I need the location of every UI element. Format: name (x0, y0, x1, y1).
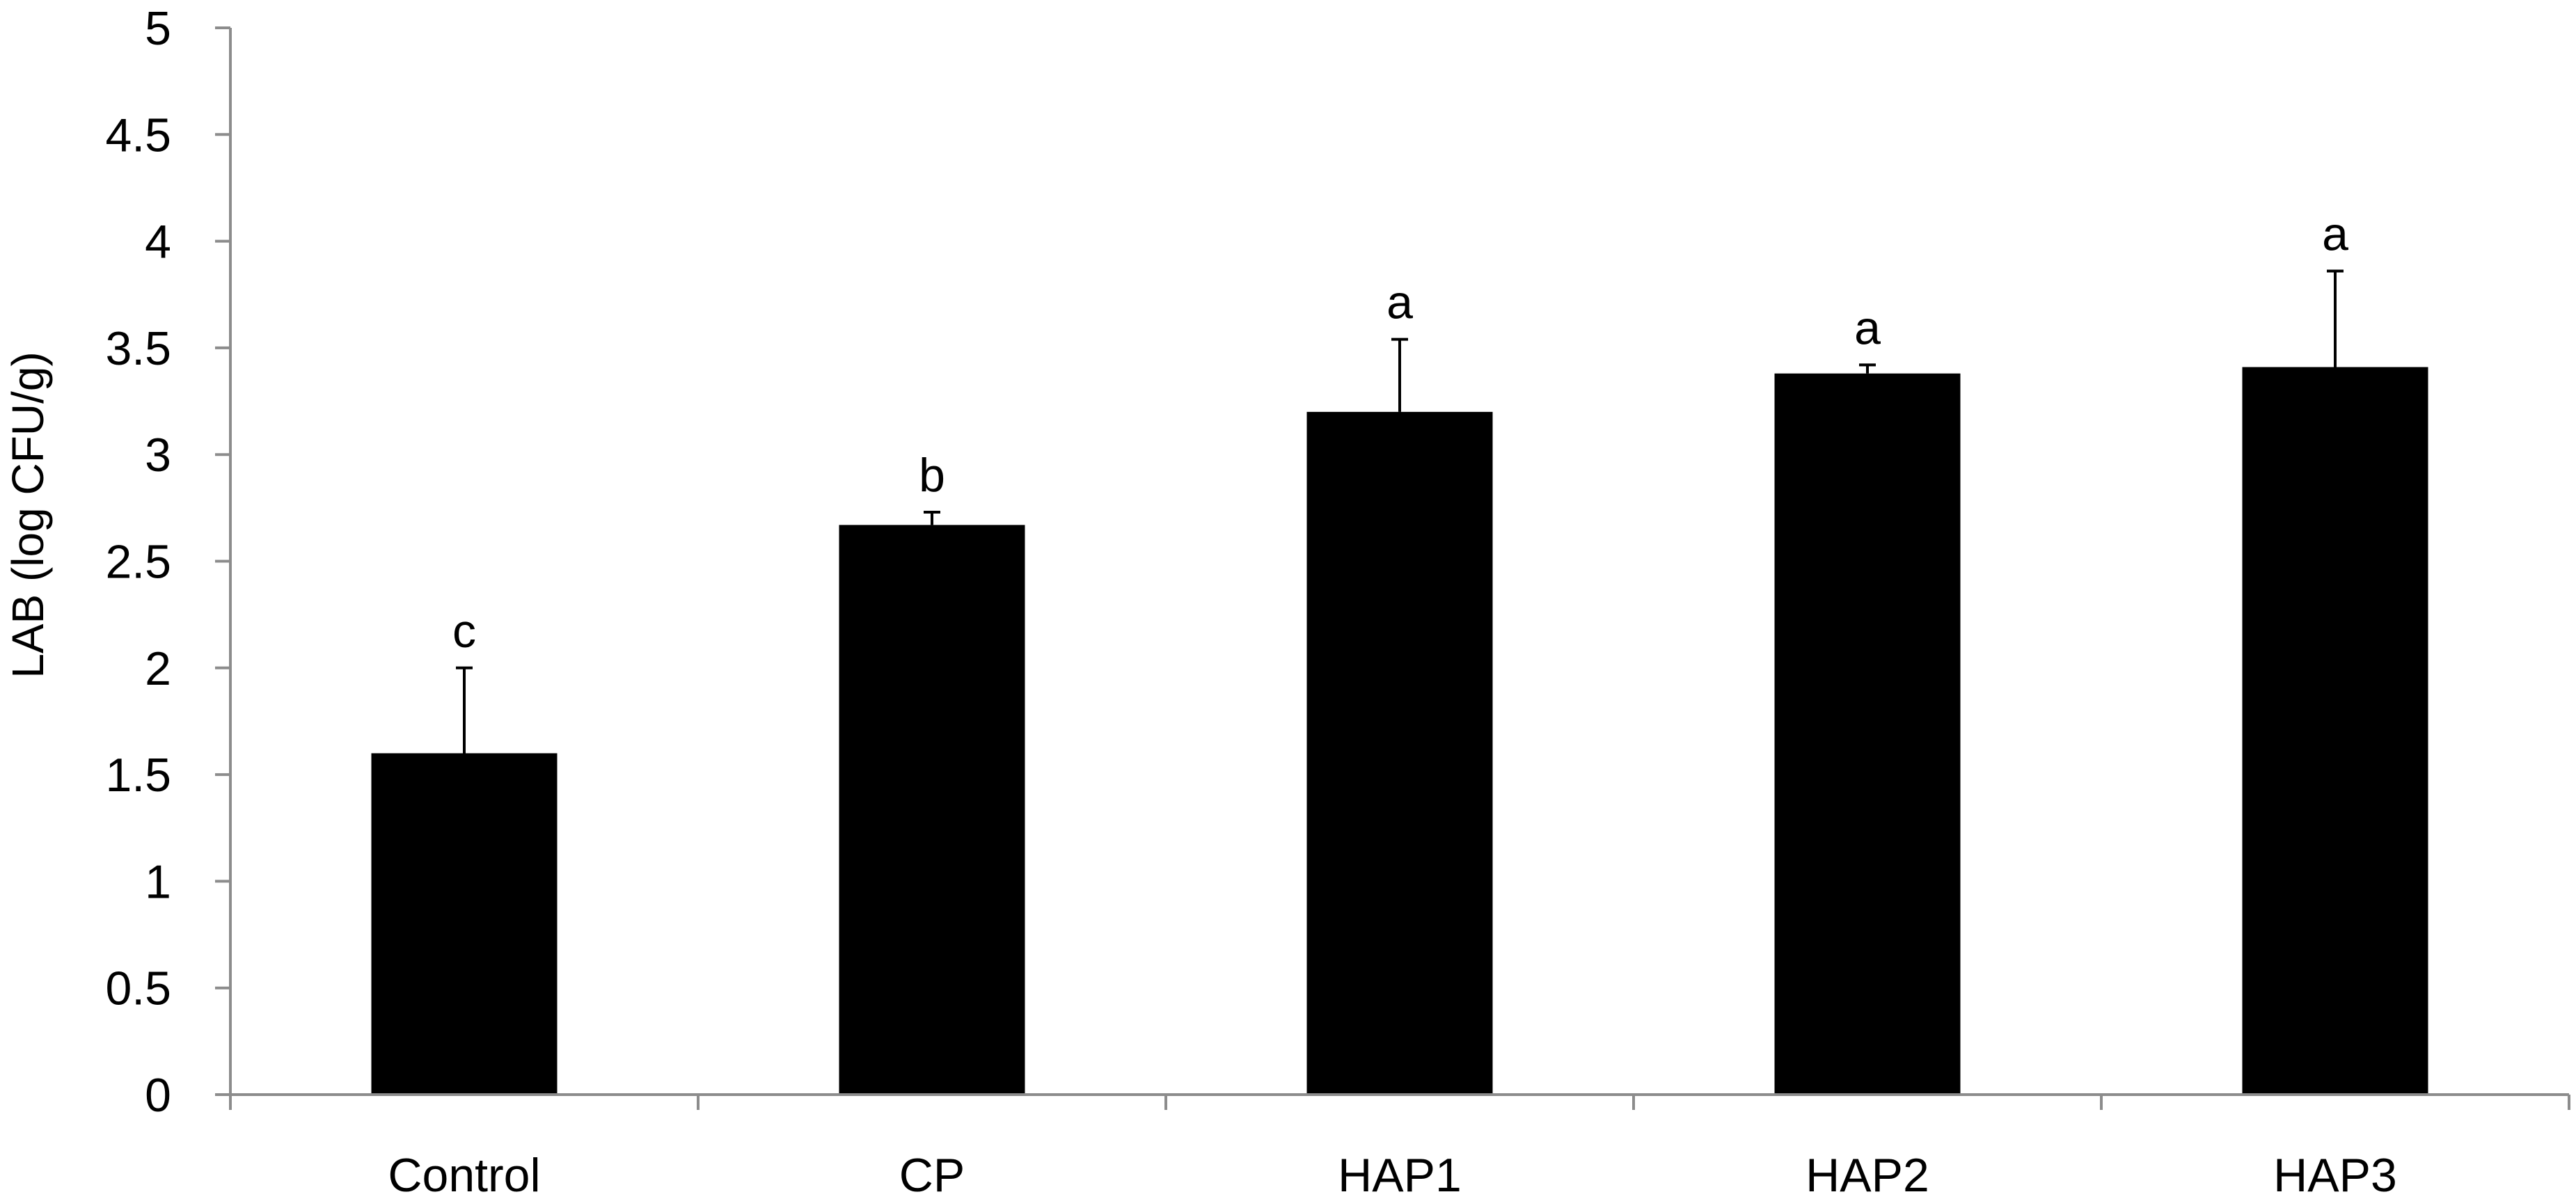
x-tick-label: HAP1 (1338, 1149, 1462, 1199)
x-tick-label: CP (899, 1149, 965, 1199)
significance-letter: b (919, 449, 945, 502)
y-tick-label: 3.5 (105, 322, 171, 375)
y-tick-label: 3 (145, 429, 171, 482)
y-tick-label: 1.5 (105, 749, 171, 802)
y-tick-label: 0 (145, 1069, 171, 1122)
axes-layer (215, 26, 2570, 1110)
bar (1774, 373, 1961, 1095)
y-tick-label: 2.5 (105, 536, 171, 589)
error-bars-layer (456, 269, 2344, 754)
y-tick-label: 5 (145, 2, 171, 55)
bars-layer (371, 367, 2428, 1095)
significance-letter: c (452, 605, 476, 658)
significance-letter: a (2322, 208, 2348, 261)
bar (2242, 367, 2428, 1095)
significance-letter: a (1854, 301, 1881, 354)
significance-letter: a (1386, 276, 1413, 329)
y-tick-label: 2 (145, 642, 171, 695)
x-tick-label: HAP2 (1805, 1149, 1929, 1199)
x-tick-label: HAP3 (2273, 1149, 2397, 1199)
bar (371, 753, 558, 1095)
y-tick-label: 0.5 (105, 962, 171, 1015)
y-tick-label: 4 (145, 216, 171, 269)
x-tick-label: Control (388, 1149, 540, 1199)
y-axis-title: LAB (log CFU/g) (3, 351, 53, 678)
bar (839, 525, 1025, 1095)
labels-layer: c Control b CP a HAP1 a HAP2 a HAP3 0 0.5 1 1.5 2 2.5 3 3… (105, 2, 2396, 1199)
bar (1306, 411, 1493, 1095)
y-tick-label: 4.5 (105, 109, 171, 161)
y-tick-label: 1 (145, 855, 171, 908)
